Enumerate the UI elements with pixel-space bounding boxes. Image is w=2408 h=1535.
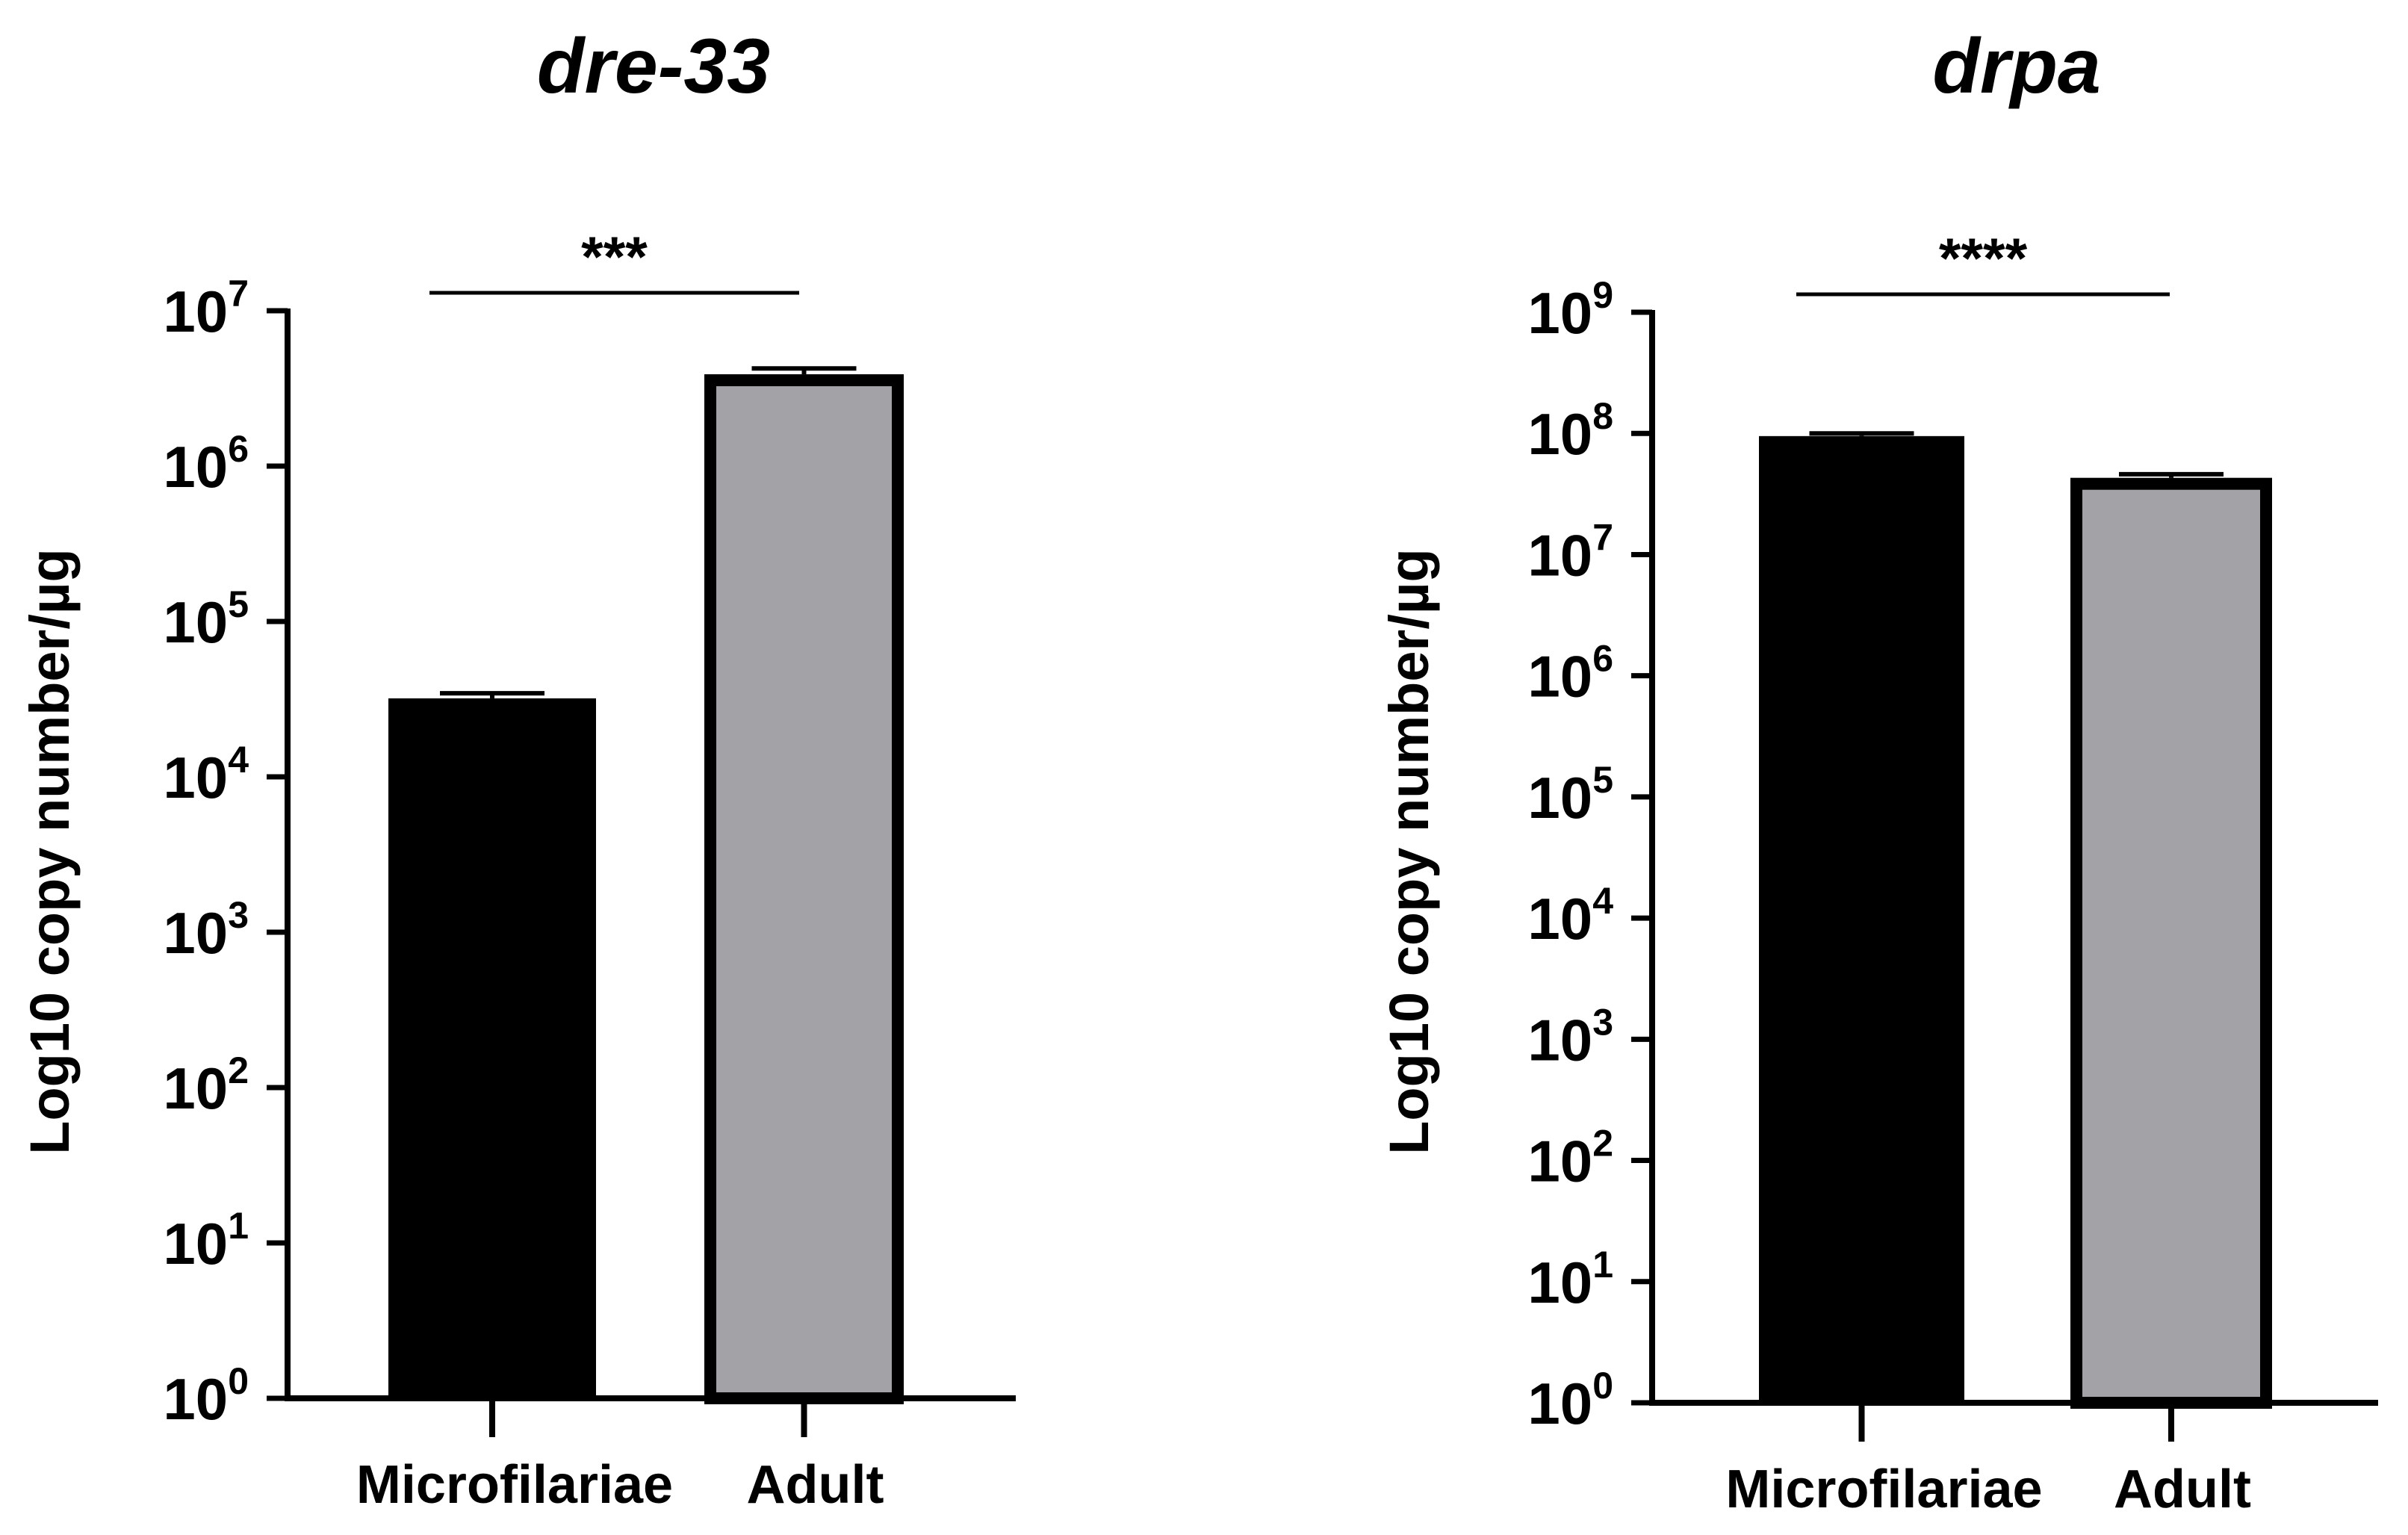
- y-tick-exponent: 3: [228, 894, 249, 936]
- y-tick-label: 100: [163, 1360, 249, 1432]
- y-tick-label: 108: [1527, 395, 1613, 467]
- significance-label: ***: [581, 226, 648, 289]
- y-tick-label: 106: [1527, 638, 1613, 710]
- y-tick-exponent: 1: [1592, 1244, 1613, 1286]
- y-tick-exponent: 9: [1592, 274, 1613, 316]
- y-tick-base: 10: [1527, 765, 1592, 831]
- y-tick-base: 10: [1527, 1007, 1592, 1073]
- y-tick-base: 10: [163, 1211, 228, 1277]
- bar-microfilariae: [388, 698, 596, 1398]
- chart-title: dre-33: [537, 23, 770, 110]
- x-tick-label-adult: Adult: [747, 1455, 884, 1515]
- y-tick-base: 10: [163, 434, 228, 500]
- y-tick-base: 10: [1527, 401, 1592, 467]
- y-tick-base: 10: [163, 900, 228, 966]
- y-tick-base: 10: [1527, 280, 1592, 346]
- y-tick-exponent: 6: [228, 428, 249, 470]
- y-tick-exponent: 5: [1592, 759, 1613, 801]
- y-tick-exponent: 8: [1592, 395, 1613, 437]
- y-axis-label: Log10 copy number/µg: [1378, 548, 1440, 1155]
- y-tick-label: 101: [1527, 1244, 1613, 1315]
- y-tick-label: 107: [1527, 516, 1613, 588]
- y-tick-base: 10: [163, 745, 228, 810]
- x-tick-label-microfilariae: Microfilariae: [356, 1455, 673, 1515]
- y-tick-exponent: 5: [228, 583, 249, 625]
- y-tick-exponent: 4: [1592, 880, 1613, 922]
- y-tick-base: 10: [163, 1366, 228, 1432]
- y-tick-base: 10: [1527, 1250, 1592, 1315]
- bar-microfilariae: [1759, 435, 1964, 1403]
- x-tick-label-adult: Adult: [2114, 1460, 2251, 1519]
- y-tick-label: 105: [163, 583, 249, 655]
- chart-title: drpa: [1932, 23, 2100, 110]
- y-tick-label: 104: [163, 739, 249, 810]
- bar-adult: [704, 374, 904, 1404]
- y-tick-label: 102: [163, 1049, 249, 1121]
- y-tick-label: 101: [163, 1205, 249, 1277]
- y-tick-exponent: 2: [1592, 1123, 1613, 1165]
- y-tick-label: 109: [1527, 274, 1613, 346]
- y-tick-label: 103: [163, 894, 249, 966]
- x-tick-label-microfilariae: Microfilariae: [1725, 1460, 2042, 1519]
- y-tick-label: 104: [1527, 880, 1613, 952]
- y-tick-label: 107: [163, 273, 249, 344]
- y-tick-exponent: 6: [1592, 638, 1613, 680]
- y-tick-label: 103: [1527, 1001, 1613, 1073]
- y-tick-label: 105: [1527, 759, 1613, 831]
- y-tick-base: 10: [1527, 522, 1592, 588]
- significance-label: ****: [1939, 227, 2028, 291]
- y-tick-base: 10: [1527, 1129, 1592, 1194]
- y-tick-base: 10: [163, 589, 228, 655]
- y-tick-exponent: 1: [228, 1205, 249, 1247]
- y-tick-base: 10: [163, 279, 228, 344]
- y-tick-exponent: 0: [228, 1360, 249, 1402]
- y-tick-label: 106: [163, 428, 249, 500]
- y-tick-label: 100: [1527, 1365, 1613, 1436]
- y-tick-exponent: 7: [1592, 516, 1613, 558]
- y-tick-exponent: 7: [228, 273, 249, 314]
- y-tick-base: 10: [1527, 644, 1592, 710]
- y-tick-label: 102: [1527, 1123, 1613, 1194]
- y-tick-base: 10: [1527, 886, 1592, 952]
- y-tick-exponent: 0: [1592, 1365, 1613, 1407]
- y-tick-base: 10: [1527, 1371, 1592, 1436]
- bar-adult: [2070, 477, 2272, 1409]
- y-tick-exponent: 2: [228, 1049, 249, 1091]
- y-tick-base: 10: [163, 1055, 228, 1121]
- y-axis-label: Log10 copy number/µg: [19, 548, 81, 1155]
- y-tick-exponent: 4: [228, 739, 249, 781]
- y-tick-exponent: 3: [1592, 1001, 1613, 1043]
